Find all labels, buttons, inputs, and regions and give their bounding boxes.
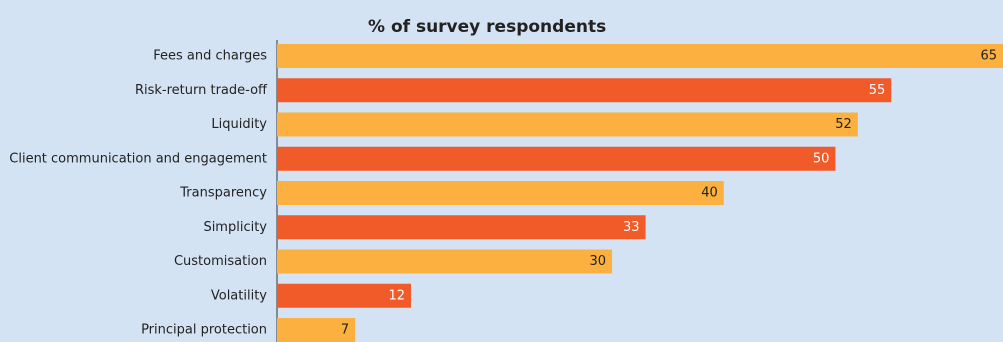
category-label-8: Principal protection <box>141 323 267 338</box>
category-label-6: Customisation <box>174 254 267 269</box>
category-label-4: Transparency <box>179 186 267 201</box>
bar-4 <box>277 181 724 205</box>
category-label-3: Client communication and engagement <box>9 151 267 166</box>
value-label-8: 7 <box>341 323 349 338</box>
category-label-0: Fees and charges <box>153 49 267 64</box>
value-label-6: 30 <box>590 254 607 269</box>
bar-2 <box>277 112 858 137</box>
bar-5 <box>277 215 646 240</box>
value-label-0: 65 <box>980 49 997 64</box>
chart-title: % of survey respondents <box>368 17 607 37</box>
bar-1 <box>277 78 892 103</box>
value-label-1: 55 <box>869 83 886 98</box>
value-label-5: 33 <box>623 220 640 235</box>
bar-7 <box>277 283 412 308</box>
value-label-4: 40 <box>701 186 718 201</box>
category-label-7: Volatility <box>211 288 267 303</box>
bar-6 <box>277 249 613 274</box>
value-label-3: 50 <box>813 151 830 166</box>
category-label-2: Liquidity <box>211 117 267 132</box>
bar-3 <box>277 146 836 171</box>
category-label-5: Simplicity <box>203 220 267 235</box>
bar-0 <box>277 44 1003 68</box>
bar-8 <box>277 318 356 342</box>
value-label-2: 52 <box>835 117 852 132</box>
value-label-7: 12 <box>388 288 405 303</box>
category-label-1: Risk-return trade-off <box>135 83 268 98</box>
